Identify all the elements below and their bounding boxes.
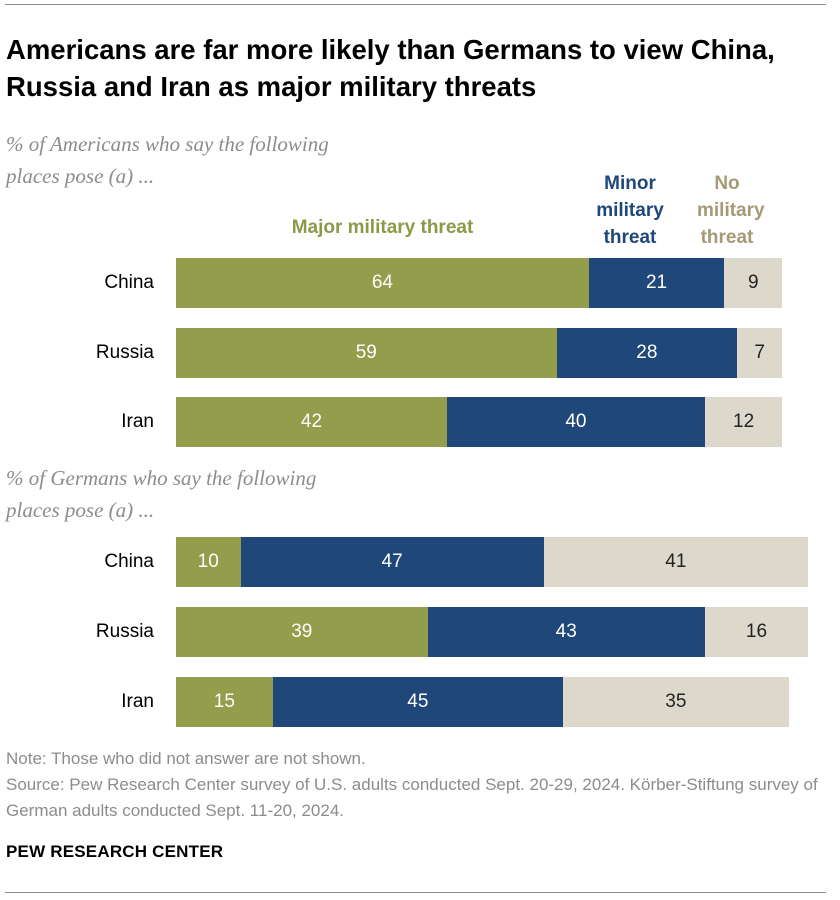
row-label-de-iran: Iran: [121, 691, 154, 712]
subtitle-germans: % of Germans who say the following place…: [6, 466, 317, 522]
bar-segment-major: 10: [176, 537, 241, 587]
bottom-rule: [5, 892, 826, 893]
bar-segment-major: 39: [176, 607, 428, 657]
bar-segment-none: 41: [543, 537, 809, 587]
row-label-us-china: China: [104, 272, 154, 293]
bar-segment-minor: 21: [588, 258, 725, 308]
legend-minor-threat: Minor military threat: [596, 173, 664, 248]
bar-de-iran: 15 45 35: [176, 677, 789, 727]
row-label-us-russia: Russia: [95, 342, 154, 363]
bar-segment-major: 64: [176, 258, 589, 308]
bar-segment-none: 7: [737, 328, 783, 378]
source-text: Source: Pew Research Center survey of U.…: [6, 775, 818, 820]
bar-de-china: 10 47 41: [176, 537, 809, 587]
bar-de-russia: 39 43 16: [176, 607, 809, 657]
bar-segment-minor: 47: [240, 537, 544, 587]
bar-segment-minor: 45: [272, 677, 563, 727]
bar-us-iran: 42 40 12: [176, 397, 783, 447]
bar-segment-minor: 40: [446, 397, 705, 447]
bar-us-china: 64 21 9: [176, 258, 783, 308]
subtitle-americans: % of Americans who say the following pla…: [6, 132, 329, 188]
note-text: Note: Those who did not answer are not s…: [6, 749, 366, 768]
bar-segment-major: 42: [176, 397, 447, 447]
bar-segment-none: 35: [563, 677, 789, 727]
brand-label: PEW RESEARCH CENTER: [6, 842, 224, 861]
legend-no-threat: No military threat: [697, 173, 765, 248]
top-rule: [5, 4, 826, 5]
bar-segment-none: 16: [704, 607, 809, 657]
bar-segment-major: 59: [176, 328, 557, 378]
legend-major-threat: Major military threat: [291, 217, 474, 238]
chart-title: Americans are far more likely than Germa…: [6, 34, 775, 102]
chart-notes: Note: Those who did not answer are not s…: [6, 746, 826, 824]
row-label-de-russia: Russia: [95, 621, 154, 642]
bar-us-russia: 59 28 7: [176, 328, 783, 378]
row-label-de-china: China: [104, 551, 154, 572]
bar-segment-none: 12: [704, 397, 783, 447]
bar-segment-minor: 28: [556, 328, 738, 378]
bar-segment-minor: 43: [427, 607, 705, 657]
bar-segment-major: 15: [176, 677, 273, 727]
bar-segment-none: 9: [724, 258, 783, 308]
row-label-us-iran: Iran: [121, 411, 154, 432]
